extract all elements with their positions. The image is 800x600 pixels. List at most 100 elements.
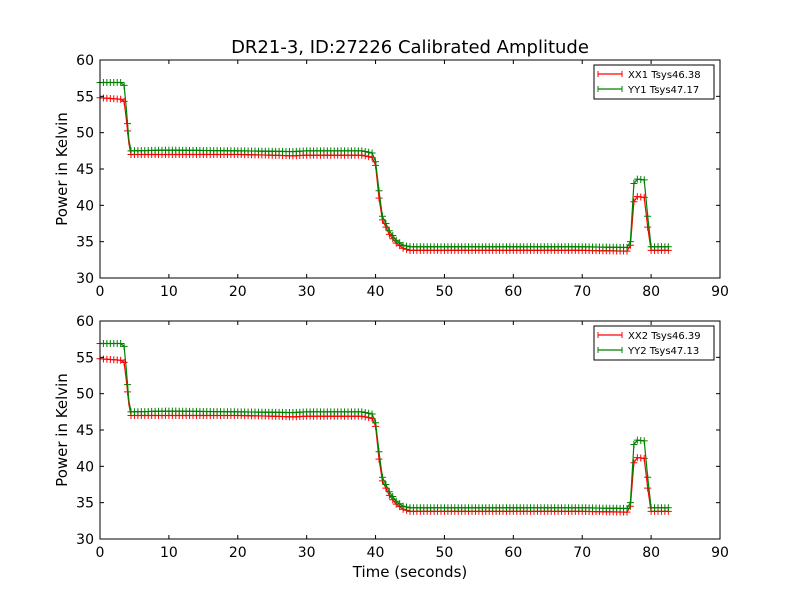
y-tick-label: 40 (76, 198, 94, 214)
x-tick-label: 90 (711, 545, 729, 561)
data-point-marker (664, 504, 672, 512)
data-point-marker (365, 148, 373, 156)
data-point-marker (358, 408, 366, 416)
data-point-marker (382, 481, 390, 488)
data-point-marker (385, 227, 393, 235)
data-point-marker (644, 212, 652, 220)
data-point-marker (385, 488, 393, 496)
data-point-marker (372, 419, 380, 427)
data-point-marker (623, 243, 631, 251)
y-tick-label: 60 (76, 314, 94, 330)
data-point-marker (399, 241, 407, 249)
data-point-marker (117, 340, 125, 348)
y-tick-label: 55 (76, 89, 94, 105)
x-tick-label: 90 (711, 284, 729, 300)
legend-marker (597, 86, 623, 92)
x-tick-label: 50 (436, 284, 454, 300)
y-tick-label: 55 (76, 350, 94, 366)
x-tick-label: 40 (367, 545, 385, 561)
data-point-marker (120, 97, 128, 105)
data-point-marker (630, 459, 638, 467)
x-axis-label: Time (seconds) (352, 563, 468, 581)
data-point-marker (382, 220, 390, 227)
x-tick-label: 30 (298, 545, 316, 561)
data-point-marker (389, 231, 397, 239)
data-point-marker (640, 193, 648, 201)
y-tick-label: 50 (76, 387, 94, 403)
x-tick-label: 30 (298, 284, 316, 300)
y-tick-label: 40 (76, 459, 94, 475)
data-point-marker (623, 504, 631, 512)
x-tick-label: 80 (642, 545, 660, 561)
data-point-marker (365, 409, 373, 417)
legend-label: XX1 Tsys46.38 (628, 70, 701, 81)
x-tick-label: 80 (642, 284, 660, 300)
data-point-marker (630, 198, 638, 206)
data-point-marker (368, 410, 376, 418)
y-tick-label: 45 (76, 423, 94, 439)
series-2-2 (96, 340, 672, 512)
legend-label: YY2 Tsys47.13 (627, 346, 699, 357)
data-point-marker (644, 473, 652, 481)
data-point-marker (640, 176, 648, 184)
data-point-marker (399, 502, 407, 510)
x-tick-label: 0 (96, 545, 105, 561)
x-tick-label: 70 (573, 284, 591, 300)
chart-panel-1: 0 10 20 30 40 50 60 70 80 90 30 35 40 45 50 55 60 Power i… (53, 53, 729, 300)
x-tick-label: 0 (96, 284, 105, 300)
y-tick-label: 30 (76, 532, 94, 548)
y-tick-label: 30 (76, 271, 94, 287)
legend-marker (597, 347, 623, 353)
data-point-marker (120, 358, 128, 366)
legend-marker (597, 71, 623, 77)
y-tick-label: 50 (76, 126, 94, 142)
x-tick-label: 20 (229, 545, 247, 561)
legend-box (593, 325, 715, 361)
data-point-marker (626, 238, 634, 246)
data-point-marker (358, 147, 366, 155)
data-point-marker (403, 242, 411, 250)
data-point-marker (644, 484, 652, 492)
y-tick-label: 35 (76, 496, 94, 512)
legend: XX1 Tsys46.38 YY1 Tsys47.17 (593, 64, 715, 100)
y-tick-label: 60 (76, 53, 94, 69)
x-tick-label: 40 (367, 284, 385, 300)
data-point-marker (124, 381, 132, 389)
data-point-marker (664, 243, 672, 251)
data-point-marker (375, 448, 383, 456)
legend: XX2 Tsys46.39 YY2 Tsys47.13 (593, 325, 715, 361)
chart-panel-2: 0 10 20 30 40 50 60 70 80 90 30 35 40 45 50 55 60 Power i… (53, 314, 729, 581)
data-point-marker (630, 180, 638, 188)
legend-box (593, 64, 715, 100)
data-point-marker (372, 158, 380, 166)
x-tick-label: 10 (160, 545, 178, 561)
chart-title: DR21-3, ID:27226 Calibrated Amplitude (231, 37, 589, 58)
data-point-marker (630, 441, 638, 449)
data-point-marker (389, 492, 397, 500)
data-point-marker (375, 194, 383, 202)
y-axis-label: Power in Kelvin (53, 112, 71, 226)
data-point-marker (120, 342, 128, 350)
y-axis-label: Power in Kelvin (53, 373, 71, 487)
x-tick-label: 60 (504, 545, 522, 561)
series-1-2 (96, 79, 672, 251)
data-point-marker (626, 499, 634, 507)
legend-label: YY1 Tsys47.17 (627, 85, 699, 96)
x-tick-label: 10 (160, 284, 178, 300)
x-tick-label: 50 (436, 545, 454, 561)
x-tick-label: 60 (504, 284, 522, 300)
data-point-marker (378, 473, 386, 481)
data-point-marker (378, 212, 386, 220)
legend-marker (597, 332, 623, 338)
data-point-marker (375, 455, 383, 463)
data-point-marker (375, 187, 383, 195)
data-point-marker (117, 79, 125, 87)
data-point-marker (120, 81, 128, 89)
data-point-marker (403, 503, 411, 511)
x-tick-label: 20 (229, 284, 247, 300)
data-point-marker (640, 437, 648, 445)
y-tick-label: 35 (76, 235, 94, 251)
legend-label: XX2 Tsys46.39 (628, 331, 701, 342)
